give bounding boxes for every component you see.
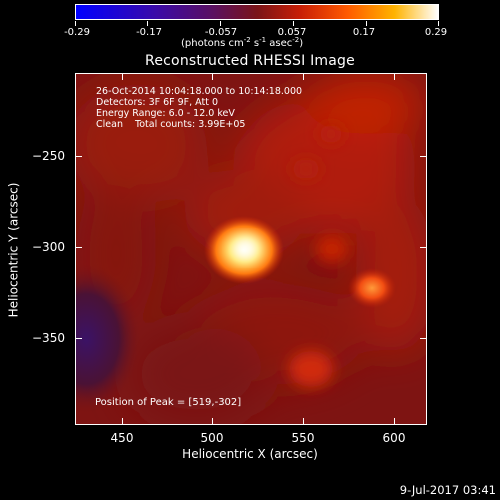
colorbar-gradient — [76, 5, 438, 19]
colorbar-tick-label: -0.29 — [64, 27, 90, 38]
x-major-tick — [303, 73, 304, 80]
peak-core — [234, 238, 258, 258]
y-major-tick — [420, 247, 427, 248]
x-tick-label: 550 — [291, 431, 315, 445]
colorbar-tick — [366, 21, 367, 26]
y-tick-label: −350 — [32, 331, 65, 345]
y-major-tick — [75, 247, 82, 248]
x-major-tick — [394, 73, 395, 80]
peak-position-text: Position of Peak = [519,-302] — [95, 397, 242, 408]
colorbar-tick — [438, 21, 439, 26]
plot-timestamp: 9-Jul-2017 03:41 — [399, 483, 496, 497]
y-major-tick — [420, 338, 427, 339]
colorbar-units: (photons cm-2 s-1 asec-2) — [181, 36, 304, 50]
y-axis-title: Heliocentric Y (arcsec) — [6, 182, 21, 318]
colorbar — [75, 4, 439, 20]
colorbar-tick-label: 0.057 — [277, 27, 307, 38]
x-major-tick — [122, 418, 123, 425]
x-tick-label: 600 — [382, 431, 406, 445]
colorbar-tick-label: 0.17 — [352, 27, 376, 38]
clean-counts-text: Clean Total counts: 3.99E+05 — [96, 119, 246, 130]
colorbar-tick-label: -0.057 — [204, 27, 238, 38]
secondary-sources — [289, 125, 348, 387]
colorbar-tick — [147, 21, 148, 26]
y-tick-label: −300 — [32, 240, 65, 254]
colorbar-tick-label: -0.17 — [136, 27, 162, 38]
plot-title: Reconstructed RHESSI Image — [145, 53, 355, 69]
detectors-text: Detectors: 3F 6F 9F, Att 0 — [96, 97, 219, 108]
x-major-tick — [303, 418, 304, 425]
colorbar-tick — [220, 21, 221, 26]
colorbar-tick-label: 0.29 — [424, 27, 448, 38]
x-tick-label: 500 — [200, 431, 224, 445]
x-major-tick — [394, 418, 395, 425]
y-major-tick — [75, 156, 82, 157]
y-major-tick — [75, 338, 82, 339]
time-range-text: 26-Oct-2014 10:04:18.000 to 10:14:18.000 — [96, 86, 303, 97]
x-tick-label: 450 — [110, 431, 134, 445]
x-axis-title: Heliocentric X (arcsec) — [182, 447, 318, 461]
right-source — [348, 268, 396, 308]
y-major-tick — [420, 156, 427, 157]
colorbar-tick — [293, 21, 294, 26]
x-major-tick — [212, 418, 213, 425]
x-major-tick — [212, 73, 213, 80]
y-tick-label: −250 — [32, 149, 65, 163]
solar-xray-image — [76, 74, 426, 424]
energy-range-text: Energy Range: 6.0 - 12.0 keV — [96, 108, 235, 119]
colorbar-tick — [75, 21, 76, 26]
image-frame — [75, 73, 427, 425]
x-major-tick — [122, 73, 123, 80]
negative-flux-region — [76, 264, 141, 414]
